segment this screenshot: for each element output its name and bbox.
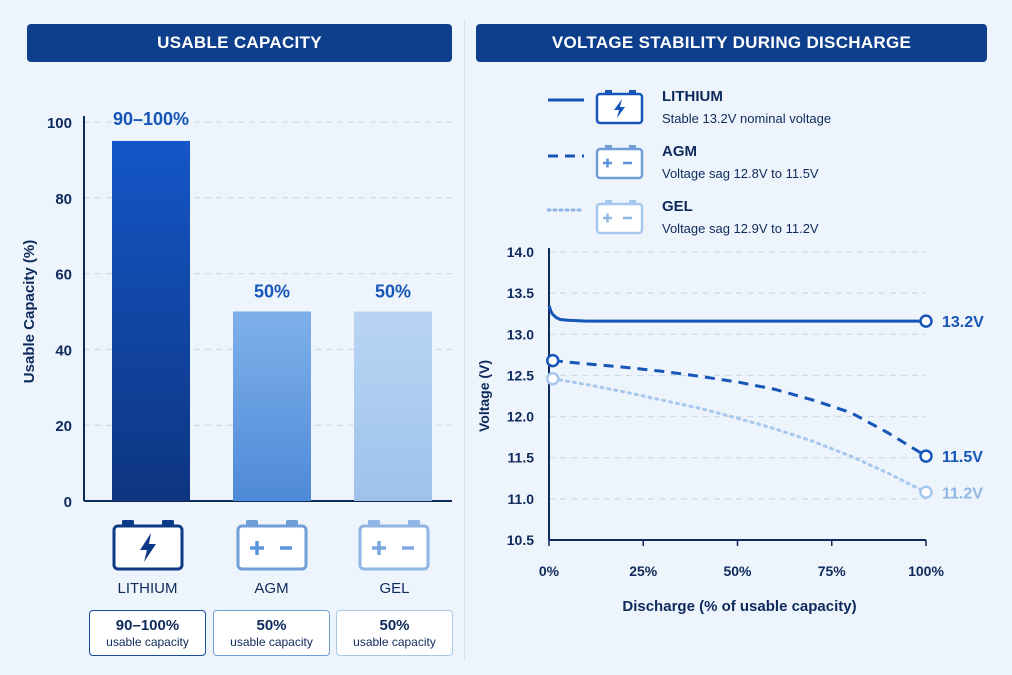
x-tick-label: 25% [629,563,658,579]
legend-desc-gel: Voltage sag 12.9V to 11.2V [662,221,819,236]
bar-data-label: 50% [375,282,411,302]
y-tick-label: 60 [55,267,72,284]
series-line-gel [551,377,928,494]
battery-bolt-icon [595,90,644,125]
bar-agm [233,311,311,501]
bar-data-label: 90–100% [113,109,189,129]
y-tick-label: 13.0 [507,326,534,342]
battery-plus-minus-icon [358,519,430,571]
battery-plus-minus-icon [595,145,644,180]
capacity-box-lithium: 90–100% usable capacity [89,610,206,656]
y-tick-label: 100 [47,115,72,132]
legend-desc-lithium: Stable 13.2V nominal voltage [662,111,832,126]
x-tick-label: 100% [908,563,944,579]
y-tick-label: 12.5 [507,367,534,383]
y-tick-label: 10.5 [507,532,534,548]
x-tick-label: 75% [818,563,847,579]
capacity-box-value: 90–100% [115,616,180,634]
battery-name-lithium: LITHIUM [117,580,178,597]
x-tick-label: 50% [723,563,752,579]
x-axis-label: Discharge (% of usable capacity) [622,598,856,615]
y-tick-label: 11.0 [508,491,535,507]
x-tick-label: 0% [539,563,560,579]
bar-data-label: 50% [254,282,290,302]
battery-plus-minus-icon [595,200,644,235]
bar-gel [354,311,432,501]
y-tick-label: 12.0 [507,409,534,425]
capacity-box-value: 50% [379,616,410,634]
y-tick-label: 80 [55,191,72,208]
series-line-agm [552,359,927,458]
y-axis-label: Voltage (V) [476,360,492,432]
y-tick-label: 20 [55,418,72,435]
legend-title-gel: GEL [662,198,693,215]
battery-name-gel: GEL [379,580,410,597]
capacity-box-value: 50% [256,616,287,634]
y-tick-label: 13.5 [507,285,534,301]
legend-swatches [547,90,644,235]
capacity-box-subtext: usable capacity [353,634,436,649]
capacity-box-agm: 50% usable capacity [213,610,330,656]
series-end-label: 13.2V [942,314,984,331]
capacity-box-subtext: usable capacity [230,634,313,649]
y-tick-label: 11.5 [508,450,535,466]
voltage-stability-header: VOLTAGE STABILITY DURING DISCHARGE [476,24,987,62]
battery-plus-minus-icon [236,519,308,571]
series-start-marker [546,353,560,368]
battery-bolt-icon [112,519,184,571]
y-tick-label: 40 [55,342,72,359]
y-tick-label: 14.0 [507,244,534,260]
series-end-label: 11.2V [942,485,983,502]
series-start-marker [546,371,560,386]
usable-capacity-header: USABLE CAPACITY [27,24,452,62]
series-end-label: 11.5V [942,449,983,466]
legend-title-lithium: LITHIUM [662,88,723,105]
series-end-marker [919,485,933,500]
y-axis-label: Usable Capacity (%) [21,240,38,383]
capacity-box-gel: 50% usable capacity [336,610,453,656]
legend-desc-agm: Voltage sag 12.8V to 11.5V [662,166,819,181]
battery-name-agm: AGM [254,580,289,597]
y-tick-label: 0 [64,494,72,511]
bar-lithium [112,140,190,501]
series-end-marker [919,314,933,328]
series-line-lithium [547,305,926,323]
series-end-marker [919,449,933,463]
panel-divider [464,20,465,660]
capacity-box-subtext: usable capacity [106,634,189,649]
legend-title-agm: AGM [662,143,697,160]
